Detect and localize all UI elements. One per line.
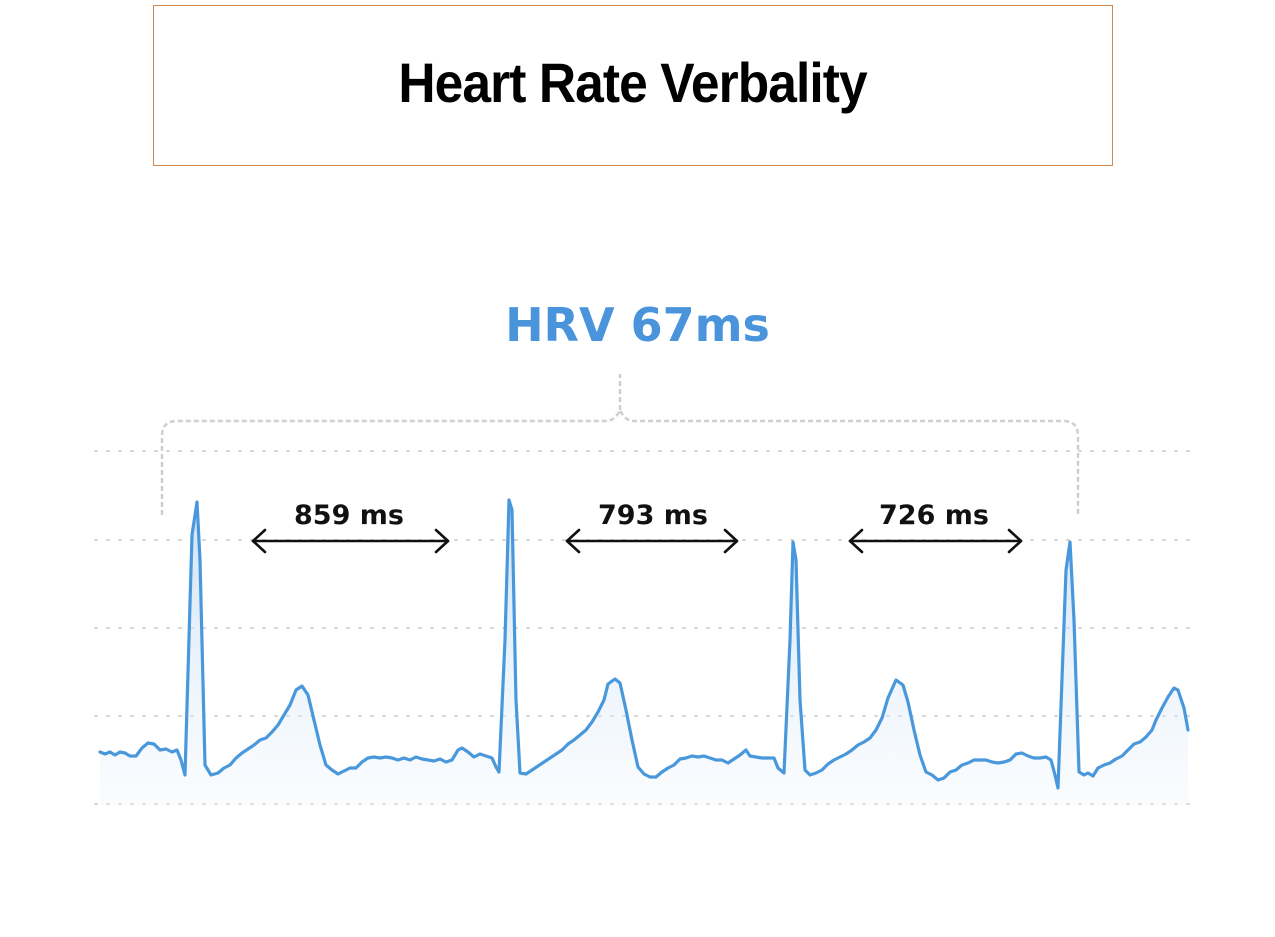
hrv-bracket [160, 374, 1080, 515]
double-arrow-icon [848, 528, 1023, 554]
interval-label: 859 ms [294, 500, 404, 531]
page-title: Heart Rate Verbality [398, 51, 868, 114]
interval-annotation-2: 793 ms [565, 500, 739, 554]
interval-label: 726 ms [879, 500, 989, 531]
interval-label: 793 ms [598, 500, 708, 531]
double-arrow-icon [251, 528, 450, 554]
ecg-fill [100, 500, 1188, 805]
double-arrow-icon [565, 528, 739, 554]
hrv-value-label: HRV 67ms [505, 298, 770, 352]
ecg-trace [98, 498, 1190, 790]
interval-annotation-3: 726 ms [848, 500, 1023, 554]
title-box: Heart Rate Verbality [153, 5, 1113, 166]
interval-annotation-1: 859 ms [251, 500, 450, 554]
